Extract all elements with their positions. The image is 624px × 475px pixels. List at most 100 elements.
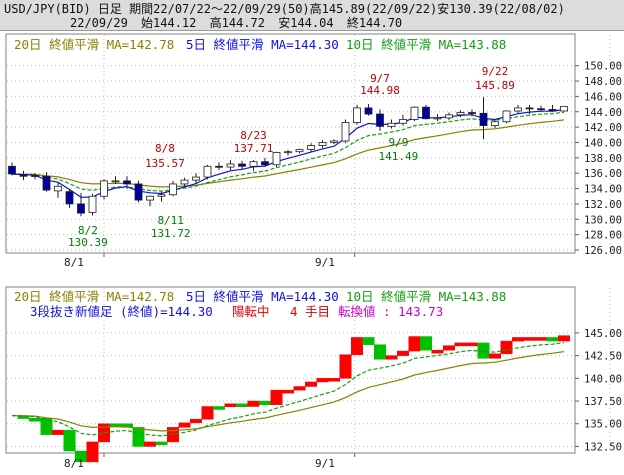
annotation-value: 137.71	[234, 142, 274, 155]
legend-ma5-bottom: 5日 終値平滑 MA=144.30	[186, 289, 339, 304]
candle-down	[238, 163, 246, 167]
candle-up	[272, 152, 281, 166]
candle-up	[111, 180, 120, 183]
candle-up	[445, 114, 453, 119]
candle-down	[364, 107, 373, 115]
candle-down	[422, 106, 430, 120]
break-panel-frame	[5, 286, 576, 454]
ma10-line-bottom	[11, 342, 565, 437]
y-tick-label: 142.50	[584, 351, 622, 363]
candle-up	[169, 183, 177, 196]
ohlc-close: 終144.70	[346, 16, 403, 30]
candle-down	[42, 175, 51, 191]
break-block-fall	[477, 342, 490, 359]
legend-ma5: 5日 終値平滑 MA=144.30	[186, 37, 339, 52]
candle-panel-axis: 150.00 148.00 146.00 144.00 142.00 140.00 138.…	[103, 61, 622, 257]
candle-up	[491, 121, 499, 126]
candle-down	[468, 112, 476, 114]
break-block-rise	[282, 389, 294, 394]
break-block-rise	[385, 355, 398, 360]
break-block-rise	[178, 422, 191, 428]
y-tick-label: 126.00	[584, 245, 622, 257]
candle-up	[318, 142, 327, 146]
y-tick-label: 142.00	[584, 122, 622, 134]
break-block-rise	[408, 336, 421, 352]
break-block-rise	[339, 354, 352, 379]
break-panel-axis: 145.00 142.50 140.00 137.50 135.00 132.50	[103, 328, 622, 457]
annotation-date: 8/23	[240, 129, 267, 142]
candle-panel-frame	[5, 33, 576, 254]
candle-up	[157, 194, 166, 197]
candle-up	[249, 161, 258, 167]
legend-ma10: 10日 終値平滑 MA=143.88	[346, 37, 506, 52]
candle-up	[307, 145, 315, 150]
period-summary: USD/JPY(BID) 日足 期間22/07/22～22/09/29(50)高…	[4, 2, 565, 16]
annotation-date: 8/11	[157, 214, 184, 227]
candle-up	[330, 140, 338, 143]
break-block-rise	[512, 337, 524, 342]
y-tick-label: 132.50	[584, 441, 622, 453]
break-block-rise	[190, 418, 202, 424]
candle-up	[560, 105, 568, 112]
chart-header: USD/JPY(BID) 日足 期間22/07/22～22/09/29(50)高…	[0, 0, 624, 31]
break-block-rise	[293, 386, 306, 391]
candle-panel-grid	[7, 35, 611, 252]
break-block-rise	[52, 429, 64, 435]
candle-panel-legend: 20日 終値平滑 MA=142.78 5日 終値平滑 MA=144.30 10日…	[14, 37, 506, 52]
candle-down	[134, 183, 143, 201]
y-tick-label: 144.00	[584, 107, 622, 119]
legend-ma10-bottom: 10日 終値平滑 MA=143.88	[346, 289, 506, 304]
break-block-rise	[558, 335, 570, 342]
candle-up	[54, 185, 62, 192]
y-tick-label: 134.00	[584, 184, 622, 196]
candle-up	[433, 117, 442, 120]
break-block-fall	[132, 427, 145, 447]
candle-up	[399, 119, 407, 124]
x-label-aug-bottom: 8/1	[64, 457, 84, 470]
y-tick-label: 135.00	[584, 419, 622, 431]
candle-down	[19, 174, 28, 177]
break-block-fall	[213, 406, 225, 410]
y-tick-label: 136.00	[584, 168, 622, 180]
break-block-rise	[351, 337, 363, 355]
break-block-fall	[362, 337, 375, 345]
break-block-rise	[86, 441, 99, 463]
break-block-rise	[466, 342, 478, 347]
candle-down	[376, 113, 384, 127]
annotation-value: 131.72	[151, 227, 191, 240]
y-tick-label: 138.00	[584, 153, 622, 165]
candle-down	[31, 175, 39, 177]
break-status-reversal: 転換値 : 143.73	[338, 304, 443, 319]
break-block-fall	[259, 400, 271, 405]
legend-ma20-bottom: 20日 終値平滑 MA=142.78	[14, 289, 174, 304]
ohlc-open: 始144.12	[141, 16, 197, 30]
candle-down	[123, 180, 131, 185]
candle-down	[8, 165, 16, 175]
y-tick-label: 137.50	[584, 396, 622, 408]
candle-down	[215, 165, 223, 168]
candle-up	[284, 151, 292, 154]
break-block-rise	[224, 403, 237, 408]
break-block-rise	[305, 381, 317, 387]
candle-up	[387, 122, 396, 127]
break-block-fall	[420, 336, 432, 351]
annotation-date: 8/8	[155, 142, 175, 155]
break-block-rise	[316, 378, 329, 383]
y-tick-label: 146.00	[584, 91, 622, 103]
candle-down	[537, 108, 545, 111]
y-tick-label: 132.00	[584, 199, 622, 211]
break-block-rise	[201, 406, 214, 420]
candle-up	[226, 163, 235, 168]
ma20-line-bottom	[11, 351, 565, 432]
break-block-rise	[535, 337, 547, 341]
break-block-rise	[431, 349, 444, 354]
annotation-date: 9/22	[482, 65, 509, 78]
annotation-date: 9/7	[370, 72, 390, 85]
candle-down	[548, 109, 557, 112]
y-tick-label: 148.00	[584, 76, 622, 88]
break-block-fall	[155, 441, 168, 446]
break-block-fall	[63, 429, 76, 452]
break-block-fall	[29, 418, 41, 422]
